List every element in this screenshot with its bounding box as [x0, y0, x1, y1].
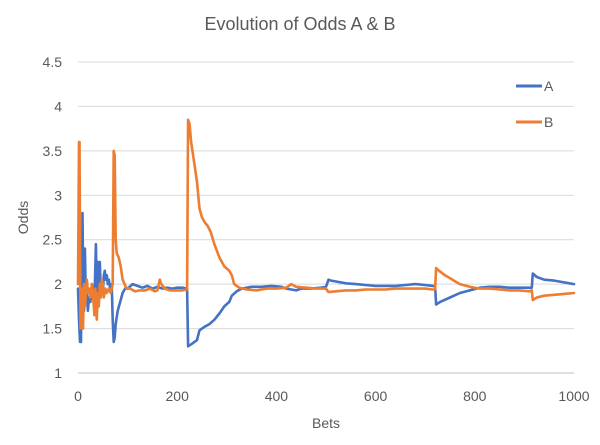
y-tick-label: 1 [54, 365, 62, 381]
x-tick-label: 800 [463, 388, 487, 404]
series-line-b [76, 118, 576, 330]
x-tick-label: 0 [74, 388, 82, 404]
series-lines [76, 118, 576, 348]
chart-title: Evolution of Odds A & B [204, 14, 395, 34]
x-tick-label: 400 [265, 388, 289, 404]
y-axis-ticks: 1 1.5 2 2.5 3 3.5 4 4.5 [43, 54, 63, 381]
y-tick-label: 3 [54, 187, 62, 203]
y-tick-label: 1.5 [43, 321, 63, 337]
y-axis-label: Odds [15, 201, 31, 234]
x-tick-label: 200 [166, 388, 190, 404]
x-tick-label: 600 [364, 388, 388, 404]
y-tick-label: 3.5 [43, 143, 63, 159]
x-axis-label: Bets [312, 415, 340, 431]
legend-label-b: B [544, 114, 553, 130]
y-tick-label: 4 [54, 98, 62, 114]
x-axis-ticks: 0 200 400 600 800 1000 [74, 388, 590, 404]
legend: AB [516, 78, 554, 130]
y-tick-label: 4.5 [43, 54, 63, 70]
y-tick-label: 2.5 [43, 232, 63, 248]
y-tick-label: 2 [54, 276, 62, 292]
legend-label-a: A [544, 78, 554, 94]
series-line-a [76, 211, 576, 348]
x-tick-label: 1000 [558, 388, 589, 404]
